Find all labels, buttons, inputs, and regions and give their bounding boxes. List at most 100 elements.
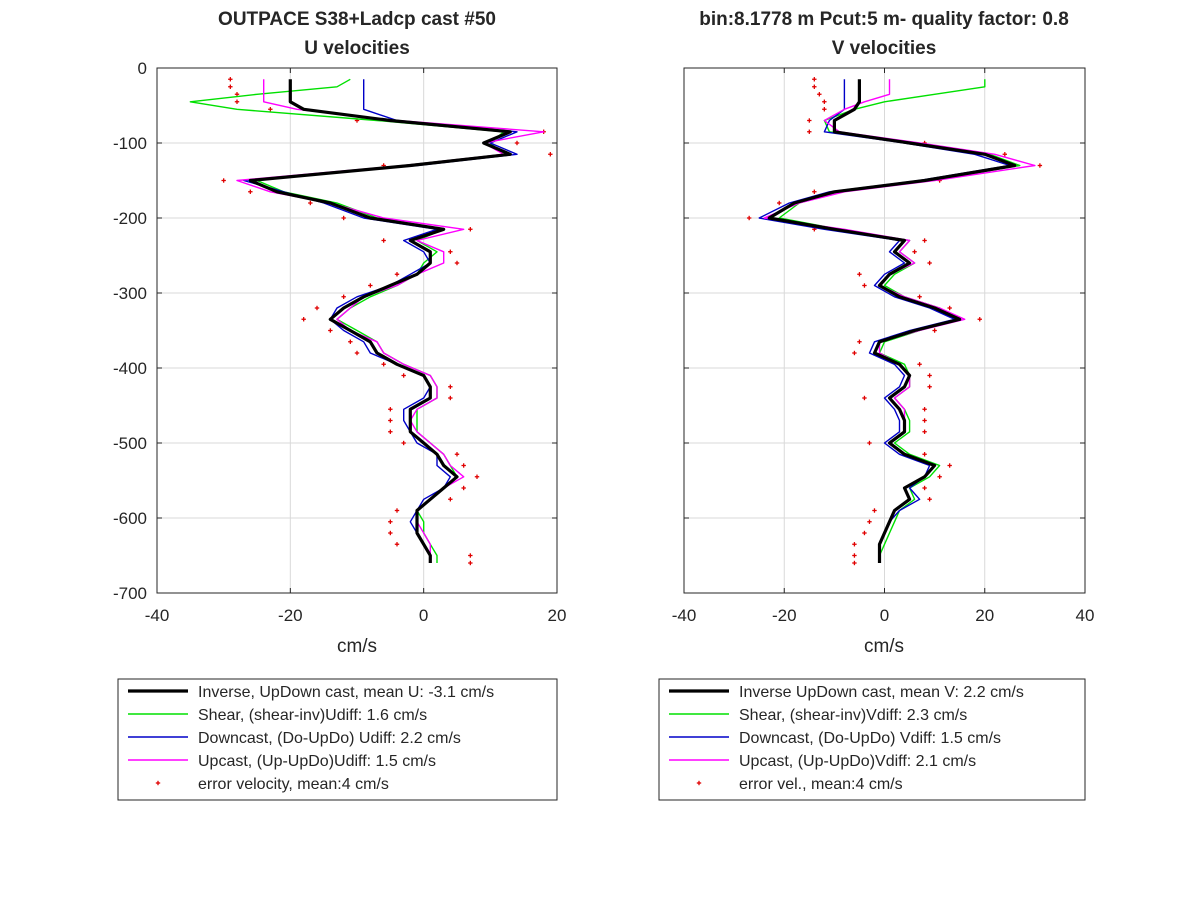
u-error-point-10 [221,178,226,183]
v-error-point-8 [1002,152,1007,157]
u-error-point-28 [448,384,453,389]
v-error-point-23 [932,328,937,333]
v-error-point-36 [937,474,942,479]
u-error-point-27 [401,373,406,378]
v-velocity-plot: -40 -20 0 20 40 cm/s [672,67,1095,657]
v-error-point-17 [927,260,932,266]
u-error-point-14 [468,227,473,232]
u-error-point-32 [388,429,393,434]
u-xtick-label-3: 20 [548,606,567,625]
u-error-point-33 [401,440,406,446]
v-error-point-24 [857,339,862,344]
v-error-point-13 [746,215,752,221]
u-error-point-3 [234,99,240,104]
u-ytick-label-5: -500 [113,434,147,453]
v-xtick-label-3: 20 [975,606,994,625]
u-error-point-0 [228,77,233,82]
v-error-point-38 [927,497,932,502]
u-ytick-label-7: -700 [113,584,147,603]
u-error-point-26 [381,362,386,367]
v-xtick-label-4: 40 [1076,606,1095,625]
u-error-point-31 [388,418,393,423]
u-error-point-37 [461,485,466,491]
left-title-line1: OUTPACE S38+Ladcp cast #50 [218,9,496,30]
u-error-point-42 [394,542,400,547]
v-error-point-1 [812,84,817,89]
v-error-point-9 [1037,163,1043,168]
u-legend-label-downcast: Downcast, (Do-UpDo) Udiff: 2.2 cm/s [198,730,461,747]
u-error-point-15 [381,238,386,243]
u-plot-frame [156,67,558,594]
v-plot-legend: Inverse UpDown cast, mean V: 2.2 cm/s She… [658,678,1086,801]
v-error-point-31 [922,418,927,423]
v-error-point-30 [922,407,927,412]
v-error-point-29 [862,395,867,401]
v-legend-label-upcast: Upcast, (Up-UpDo)Vdiff: 2.1 cm/s [739,753,976,770]
left-title-line2: U velocities [304,38,410,59]
u-error-point-1 [228,84,233,89]
v-error-point-5 [807,118,812,123]
v-legend-label-error: error vel., mean:4 cm/s [739,776,903,793]
v-error-point-41 [862,530,867,536]
v-error-point-34 [922,452,927,457]
v-error-point-26 [917,362,922,367]
u-error-point-29 [448,395,453,401]
u-error-point-4 [268,107,273,112]
v-error-point-42 [852,542,857,547]
u-error-point-11 [248,189,253,194]
u-error-point-38 [448,497,453,502]
u-error-point-44 [468,560,473,566]
v-error-point-19 [862,283,867,288]
v-error-point-25 [852,350,857,356]
u-ytick-label-3: -300 [113,284,147,303]
u-legend-label-error: error velocity, mean:4 cm/s [198,776,389,793]
v-error-point-35 [947,463,952,468]
v-legend-swatch-error [696,780,702,786]
v-error-point-28 [927,384,932,389]
u-ytick-label-4: -400 [113,359,147,378]
u-xtick-label-0: -40 [145,606,170,625]
u-xtick-label-2: 0 [419,606,428,625]
u-ytick-label-1: -100 [113,134,147,153]
u-error-point-21 [314,305,320,311]
v-error-point-27 [927,373,932,378]
u-error-point-12 [308,200,313,206]
u-ytick-label-6: -600 [113,509,147,528]
u-error-point-22 [301,317,306,322]
u-error-point-41 [388,530,393,536]
u-error-point-7 [514,140,520,146]
v-error-point-15 [922,238,927,243]
v-error-point-43 [852,553,857,558]
u-error-point-25 [354,350,360,356]
u-plot-series [189,77,553,566]
v-plot-series [746,77,1043,566]
u-series-inverse-line [248,79,512,563]
v-error-point-2 [817,92,822,97]
u-error-point-19 [368,283,373,288]
v-error-point-40 [867,519,872,524]
u-ytick-label-2: -200 [113,209,147,228]
u-error-point-8 [548,152,553,157]
u-ytick-label-0: 0 [138,59,147,78]
v-plot-ticks: -40 -20 0 20 40 [672,67,1095,625]
u-error-point-39 [394,508,400,513]
v-error-point-22 [977,317,982,322]
v-error-point-3 [822,99,827,104]
u-plot-legend: Inverse, UpDown cast, mean U: -3.1 cm/s S… [117,678,558,801]
u-legend-swatch-error [155,780,161,786]
v-error-point-33 [867,440,872,446]
u-error-point-18 [394,272,400,277]
u-error-point-35 [461,463,466,468]
v-xtick-label-0: -40 [672,606,697,625]
v-error-point-20 [917,294,922,299]
v-error-point-16 [912,249,917,254]
v-xtick-label-1: -20 [772,606,797,625]
v-legend-label-downcast: Downcast, (Do-UpDo) Vdiff: 1.5 cm/s [739,730,1001,747]
u-error-point-40 [388,519,393,524]
v-error-point-37 [922,485,927,491]
u-plot-ticks: -40 -20 0 200-100-200-300-400-500-600-700 [113,59,566,625]
v-error-point-32 [922,429,927,434]
v-error-point-21 [947,305,952,311]
u-error-point-36 [474,474,480,479]
